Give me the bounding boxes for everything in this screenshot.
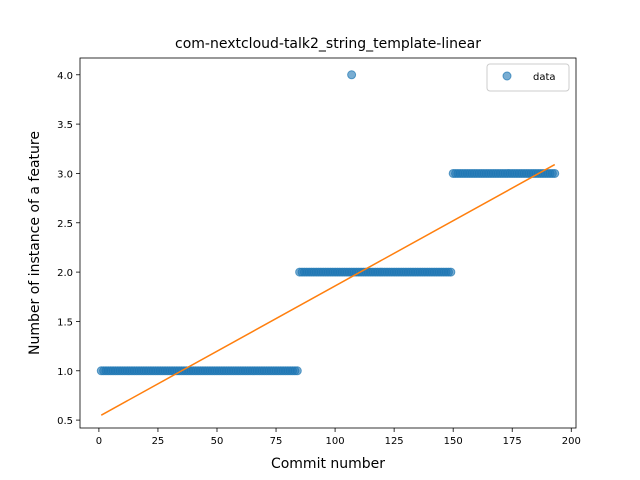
y-tick-label: 2.0 [57, 268, 73, 279]
x-axis-ticks: 0 25 50 75 100 125 150 175 200 [96, 428, 581, 447]
data-point [550, 168, 560, 178]
data-point [446, 267, 456, 277]
x-tick-label: 150 [444, 436, 463, 447]
chart-title: com-nextcloud-talk2_string_template-line… [175, 36, 481, 52]
x-tick-label: 100 [326, 436, 345, 447]
y-axis-ticks: 0.5 1.0 1.5 2.0 2.5 3.0 3.5 4.0 [57, 71, 80, 427]
fit-line [100, 163, 556, 416]
y-tick-label: 1.0 [57, 367, 73, 378]
y-tick-label: 2.5 [57, 219, 73, 230]
data-point [347, 70, 357, 80]
y-tick-label: 1.5 [57, 317, 73, 328]
axes-frame [79, 57, 577, 429]
y-tick-label: 0.5 [57, 416, 73, 427]
y-tick-label: 4.0 [57, 71, 73, 82]
x-tick-label: 200 [562, 436, 581, 447]
x-tick-label: 75 [270, 436, 283, 447]
data-point [292, 366, 302, 376]
x-tick-label: 125 [385, 436, 404, 447]
legend-box [486, 63, 570, 92]
y-tick-label: 3.0 [57, 169, 73, 180]
x-tick-label: 25 [152, 436, 165, 447]
plot-area [96, 70, 560, 416]
x-axis-label: Commit number [271, 456, 385, 472]
x-tick-label: 175 [503, 436, 522, 447]
y-tick-label: 3.5 [57, 120, 73, 131]
x-tick-label: 50 [211, 436, 224, 447]
legend-marker [502, 71, 512, 81]
legend-label: data [533, 72, 556, 83]
legend: data [486, 63, 570, 92]
x-tick-label: 0 [96, 436, 102, 447]
y-axis-label: Number of instance of a feature [27, 131, 43, 355]
